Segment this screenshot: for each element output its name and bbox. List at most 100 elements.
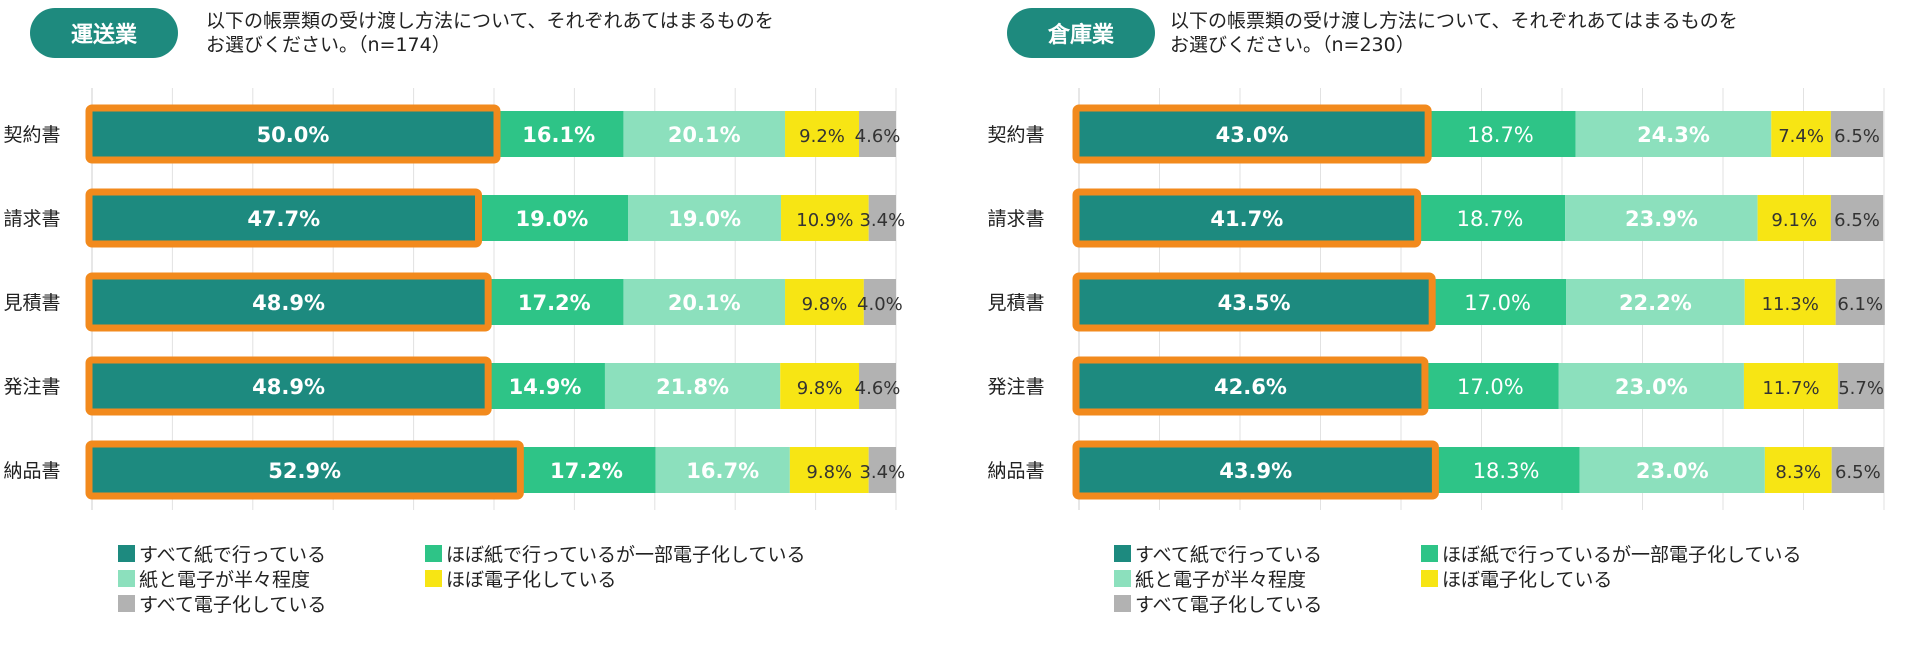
data-label: 22.2%: [1619, 291, 1692, 315]
data-label: 7.4%: [1778, 126, 1824, 147]
legend-item-all-paper: すべて紙で行っている: [118, 540, 326, 567]
data-label: 9.8%: [797, 378, 843, 399]
legend-swatch: [1421, 570, 1438, 587]
bar-segment-half: [623, 279, 786, 325]
legend-swatch: [1114, 545, 1131, 562]
data-label: 16.7%: [686, 459, 759, 483]
data-label: 47.7%: [247, 207, 320, 231]
legend-swatch: [1114, 570, 1131, 587]
category-label: 請求書: [3, 208, 60, 230]
data-label: 50.0%: [257, 123, 330, 147]
bar-segment-all-paper: [1079, 111, 1426, 157]
data-label: 6.1%: [1837, 294, 1883, 315]
legend-swatch: [425, 570, 442, 587]
legend-swatch: [1114, 595, 1131, 612]
bar-segment-mostly-digital: [1757, 195, 1831, 241]
data-label: 19.0%: [668, 207, 741, 231]
legend-item-mostly-paper: ほぼ紙で行っているが一部電子化している: [1421, 540, 1801, 567]
data-label: 23.0%: [1615, 375, 1688, 399]
legend-label: ほぼ電子化している: [446, 569, 617, 591]
industry-badge: 倉庫業: [1007, 8, 1155, 58]
data-label: 18.3%: [1473, 459, 1540, 483]
bar-segment-mostly-paper: [485, 279, 624, 325]
data-label: 17.2%: [518, 291, 591, 315]
data-label: 14.9%: [509, 375, 582, 399]
legend-item-mostly-digital: ほぼ電子化している: [1421, 565, 1612, 592]
data-label: 10.9%: [796, 210, 853, 231]
bar-segment-all-paper: [1079, 195, 1415, 241]
bar-segment-mostly-digital: [785, 111, 860, 157]
data-label: 5.7%: [1838, 378, 1884, 399]
highlight-box: [1072, 356, 1429, 416]
bar-segment-all-paper: [1079, 363, 1422, 409]
bar-segment-all-paper: [92, 279, 486, 325]
data-label: 23.0%: [1636, 459, 1709, 483]
data-label: 20.1%: [668, 291, 741, 315]
highlight-box: [85, 356, 492, 416]
data-label: 23.9%: [1625, 207, 1698, 231]
legend-item-mostly-paper: ほぼ紙で行っているが一部電子化している: [425, 540, 805, 567]
category-label: 見積書: [987, 292, 1044, 314]
category-label: 発注書: [3, 376, 60, 398]
bar-segment-all-paper: [92, 195, 476, 241]
panel-warehouse: 倉庫業 以下の帳票類の受け渡し方法について、それぞれあてはまるものを お選びくだ…: [984, 0, 1909, 650]
data-label: 3.4%: [859, 462, 905, 483]
data-label: 17.0%: [1464, 291, 1531, 315]
bar-segment-all-paper: [1079, 447, 1433, 493]
data-label: 9.2%: [799, 126, 845, 147]
bar-segment-mostly-paper: [1425, 111, 1576, 157]
bar-segment-half: [1579, 447, 1765, 493]
data-label: 52.9%: [268, 459, 341, 483]
bar-segment-mostly-paper: [517, 447, 656, 493]
data-label: 11.7%: [1762, 378, 1819, 399]
legend-label: すべて電子化している: [139, 594, 327, 616]
legend-swatch: [118, 595, 135, 612]
data-label: 18.7%: [1457, 207, 1524, 231]
data-label: 9.8%: [802, 294, 848, 315]
data-label: 4.6%: [855, 378, 901, 399]
bar-segment-half: [1558, 363, 1744, 409]
legend-label: ほぼ紙で行っているが一部電子化している: [1442, 544, 1802, 566]
highlight-box: [85, 440, 524, 500]
bar-segment-mostly-digital: [1771, 111, 1831, 157]
bar-segment-mostly-digital: [785, 279, 864, 325]
highlight-box: [85, 272, 492, 332]
data-label: 41.7%: [1210, 207, 1283, 231]
data-label: 42.6%: [1214, 375, 1287, 399]
highlight-box: [1072, 104, 1432, 164]
bar-segment-mostly-paper: [1432, 447, 1580, 493]
data-label: 48.9%: [252, 375, 325, 399]
legend-item-half: 紙と電子が半々程度: [1114, 565, 1306, 592]
question-line-2: お選びください。（n=174）: [206, 34, 451, 56]
data-label: 17.0%: [1457, 375, 1524, 399]
bar-segment-all-digital: [863, 279, 896, 325]
bar-segment-half: [623, 111, 786, 157]
legend-label: ほぼ電子化している: [1442, 569, 1613, 591]
bar-segment-all-paper: [92, 447, 518, 493]
data-label: 4.6%: [855, 126, 901, 147]
bar-segment-half: [628, 195, 782, 241]
bar-segment-all-paper: [1079, 279, 1430, 325]
legend-label: すべて電子化している: [1135, 594, 1323, 616]
bar-segment-mostly-paper: [494, 111, 624, 157]
data-label: 3.4%: [859, 210, 905, 231]
legend-label: ほぼ紙で行っているが一部電子化している: [446, 544, 806, 566]
bar-segment-all-digital: [868, 447, 896, 493]
data-label: 11.3%: [1762, 294, 1819, 315]
data-label: 17.2%: [550, 459, 623, 483]
bar-segment-mostly-paper: [1421, 363, 1559, 409]
legend-label: 紙と電子が半々程度: [139, 569, 311, 591]
bar-segment-mostly-digital: [1764, 447, 1832, 493]
bar-segment-mostly-digital: [781, 195, 869, 241]
data-label: 19.0%: [515, 207, 588, 231]
legend-item-all-digital: すべて電子化している: [1114, 590, 1322, 617]
data-label: 48.9%: [252, 291, 325, 315]
data-label: 18.7%: [1467, 123, 1534, 147]
legend-label: 紙と電子が半々程度: [1135, 569, 1307, 591]
legend-swatch: [118, 570, 135, 587]
question-line-1: 以下の帳票類の受け渡し方法について、それぞれあてはまるものを: [1170, 10, 1738, 32]
bar-segment-half: [1565, 195, 1758, 241]
bar-segment-mostly-paper: [485, 363, 605, 409]
bar-segment-mostly-digital: [1743, 363, 1839, 409]
legend-swatch: [1421, 545, 1438, 562]
